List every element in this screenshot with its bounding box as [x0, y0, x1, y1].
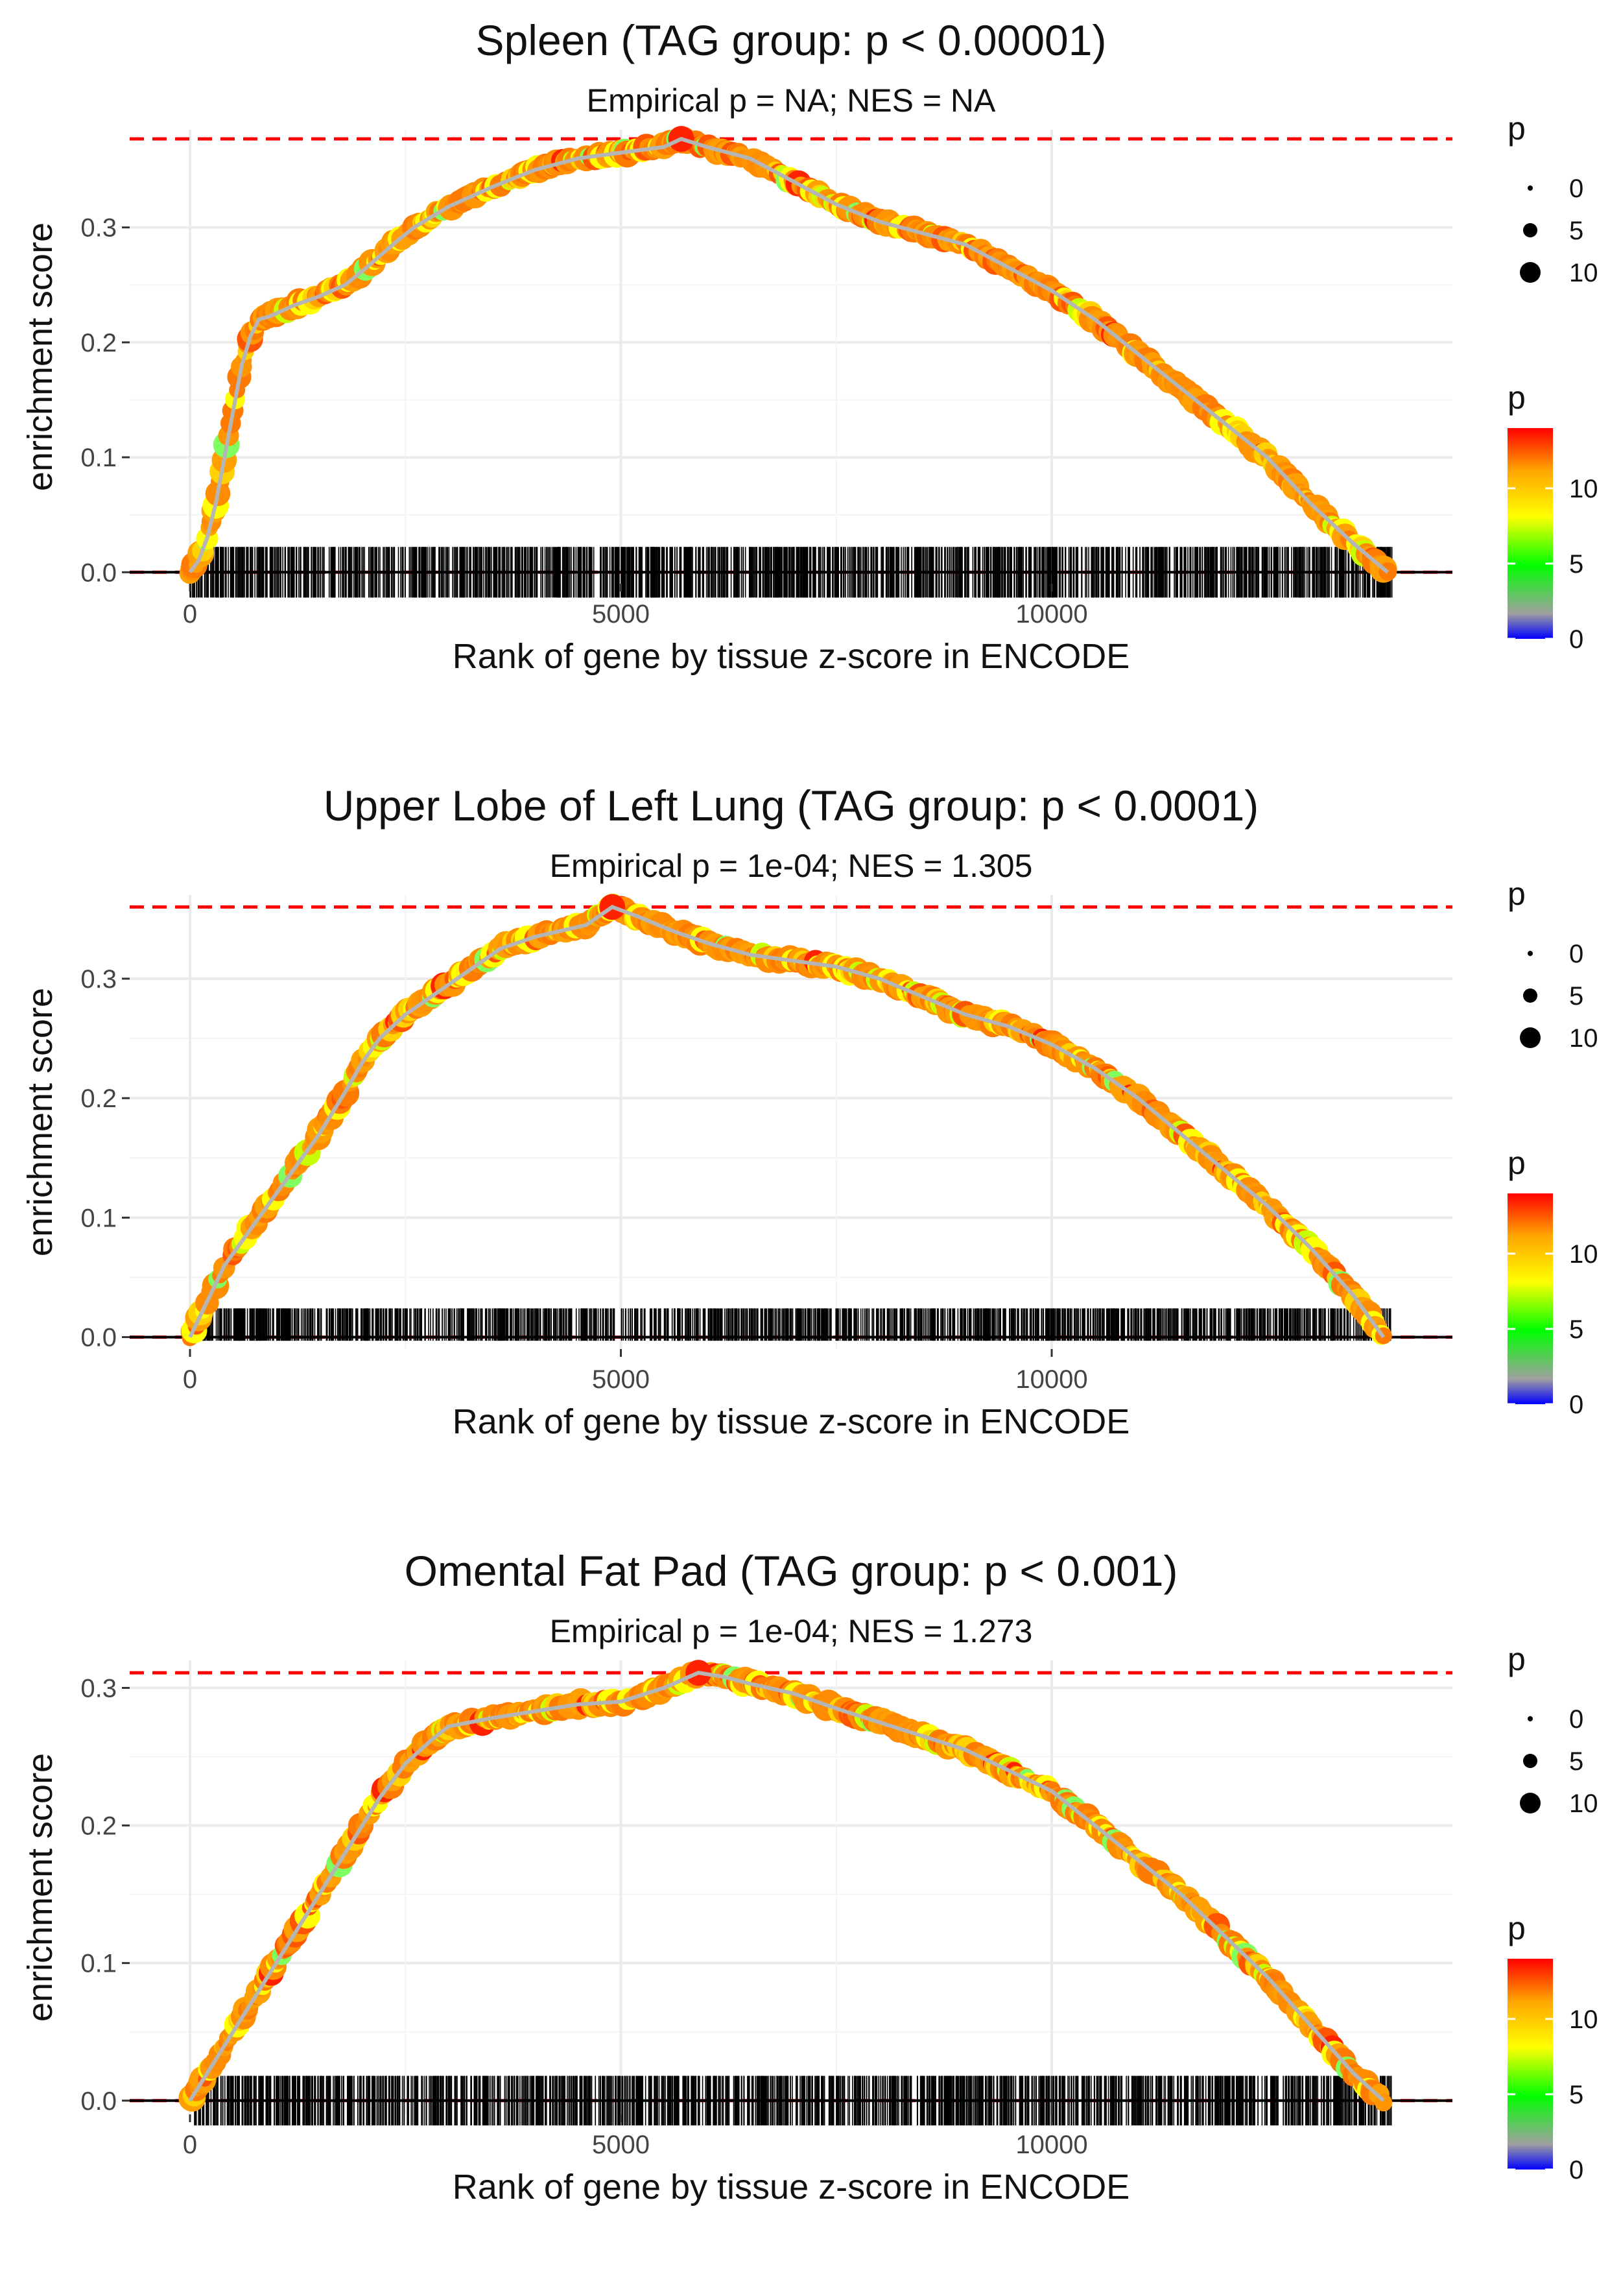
y-axis-title: enrichment score — [21, 988, 60, 1256]
color-legend: p 0 5 10 — [1508, 1145, 1598, 1419]
chart-subtitle: Empirical p = NA; NES = NA — [587, 82, 996, 119]
x-axis-title: Rank of gene by tissue z-score in ENCODE — [453, 1402, 1130, 1441]
color-legend-bar — [1508, 428, 1553, 639]
y-axis-title: enrichment score — [21, 222, 60, 491]
y-tick-label: 0.3 — [80, 965, 117, 994]
size-legend-dot — [1528, 185, 1533, 191]
y-tick-label: 0.1 — [80, 1204, 117, 1232]
x-tick-label: 5000 — [592, 1365, 650, 1394]
chart-subtitle: Empirical p = 1e-04; NES = 1.305 — [550, 848, 1033, 884]
x-tick-label: 10000 — [1015, 600, 1087, 628]
color-legend-label: 0 — [1569, 1391, 1583, 1419]
chart-title: Spleen (TAG group: p < 0.00001) — [476, 16, 1107, 64]
size-legend-label: 5 — [1569, 217, 1583, 245]
y-tick-label: 0.2 — [80, 1084, 117, 1113]
y-tick-label: 0.2 — [80, 329, 117, 357]
size-legend-dot — [1523, 223, 1537, 237]
chart-svg: Spleen (TAG group: p < 0.00001) Empirical… — [0, 0, 1621, 765]
size-legend: p 0 5 10 — [1508, 110, 1598, 287]
chart-svg: Upper Lobe of Left Lung (TAG group: p < … — [0, 765, 1621, 1531]
size-legend-title: p — [1508, 876, 1526, 912]
x-tick-label: 10000 — [1015, 1365, 1087, 1394]
color-legend-label: 5 — [1569, 550, 1583, 579]
running-sum-line — [190, 139, 1388, 572]
color-legend-label: 5 — [1569, 1315, 1583, 1344]
color-legend-title: p — [1508, 379, 1526, 416]
x-tick-label: 0 — [183, 600, 197, 628]
color-legend: p 0 5 10 — [1508, 379, 1598, 654]
chart-subtitle: Empirical p = 1e-04; NES = 1.273 — [550, 1613, 1033, 1649]
size-legend-label: 10 — [1569, 1024, 1598, 1053]
size-legend-label: 10 — [1569, 259, 1598, 287]
panel-upper-lobe-left-lung: Upper Lobe of Left Lung (TAG group: p < … — [0, 765, 1621, 1531]
size-legend: p 0 5 10 — [1508, 876, 1598, 1053]
size-legend-dot — [1520, 1027, 1541, 1048]
y-tick-label: 0.1 — [80, 444, 117, 472]
color-legend-label: 0 — [1569, 625, 1583, 654]
chart-title: Upper Lobe of Left Lung (TAG group: p < … — [324, 782, 1259, 830]
size-legend-title: p — [1508, 110, 1526, 147]
x-tick-label: 5000 — [592, 600, 650, 628]
panel-omental-fat-pad: Omental Fat Pad (TAG group: p < 0.001) Em… — [0, 1531, 1621, 2296]
color-legend-title: p — [1508, 1145, 1526, 1181]
y-tick-label: 0.0 — [80, 1324, 117, 1352]
x-tick-label: 0 — [183, 1365, 197, 1394]
size-legend-label: 0 — [1569, 940, 1583, 968]
size-legend-dot — [1528, 951, 1533, 956]
chart-svg: Omental Fat Pad (TAG group: p < 0.001) Em… — [0, 1531, 1621, 2296]
size-legend-label: 5 — [1569, 982, 1583, 1010]
y-tick-label: 0.3 — [80, 214, 117, 243]
color-legend-bar — [1508, 1193, 1553, 1404]
color-legend-label: 10 — [1569, 475, 1598, 503]
y-tick-label: 0.0 — [80, 558, 117, 587]
size-legend-label: 0 — [1569, 174, 1583, 203]
x-axis-title: Rank of gene by tissue z-score in ENCODE — [453, 637, 1130, 676]
gridlines — [130, 130, 1452, 584]
size-legend-dot — [1520, 262, 1541, 283]
color-legend-label: 10 — [1569, 1240, 1598, 1269]
panel-spleen: Spleen (TAG group: p < 0.00001) Empirical… — [0, 0, 1621, 765]
size-legend-dot — [1523, 988, 1537, 1003]
chart-title: Omental Fat Pad (TAG group: p < 0.001) — [405, 1547, 1178, 1595]
